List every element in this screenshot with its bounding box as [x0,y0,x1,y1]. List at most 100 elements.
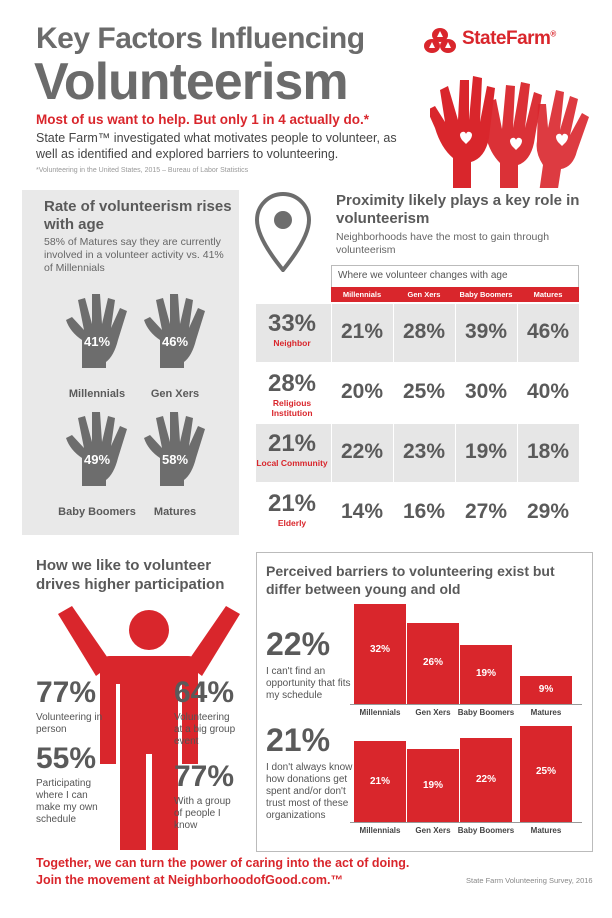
barrier-2-bar-value: 19% [422,779,443,791]
rate-description: 58% of Matures say they are currently in… [44,236,224,274]
barrier-2-bar [407,749,459,822]
barrier-1-desc: I can't find an opportunity that fits my… [266,666,351,701]
raised-hands-icon [430,76,589,188]
row-label: Neighbor [273,338,311,348]
barrier-2-bar [354,741,406,822]
barrier-1-bar-value: 26% [422,657,443,669]
stat-group-known-desc: With a group of people I know [174,796,231,831]
column-header: Millennials [331,287,393,302]
table-cell: 40% [526,380,570,403]
column-header: Matures [517,287,579,302]
row-total: 21% [267,490,317,517]
stat-in-person-pct: 77% [36,676,97,709]
hand-category: Gen Xers [150,388,200,400]
barrier-2-bar [520,726,572,822]
stat-in-person-desc: Volunteering in person [36,712,103,735]
table-cell: 28% [402,320,446,343]
table-row [256,364,579,422]
stat-group-event-desc: Volunteering at a big group event [174,712,236,747]
hand-category: Matures [153,506,197,518]
barrier-2-category: Gen Xers [415,826,451,835]
table-cell: 21% [340,320,384,343]
barrier-1-bar [354,604,406,704]
barriers-panel [256,552,593,852]
column-divider [331,304,332,540]
hand-icon-gen-xers [144,294,205,368]
table-cell: 16% [402,500,446,523]
stat-own-schedule-pct: 55% [36,742,97,775]
title-line-1: Key Factors Influencing [36,22,365,55]
barrier-1-category: Baby Boomers [457,708,515,717]
column-header: Gen Xers [393,287,455,302]
barrier-1-pct: 22% [266,626,331,662]
headline: Most of us want to help. But only 1 in 4… [36,112,370,127]
footer-line-2: Join the movement at NeighborhoodofGood.… [36,873,343,887]
row-label: Local Community [256,458,328,468]
barrier-1-bar [407,622,459,704]
chart-baseline [350,822,582,823]
proximity-description: Neighborhoods have the most to gain thro… [336,231,550,256]
barrier-2-category: Millennials [359,826,401,835]
barrier-2-category: Matures [530,826,562,835]
table-cell: 20% [340,380,384,403]
table-row [256,304,579,362]
barrier-1-category: Matures [530,708,562,717]
barrier-1-bar [520,675,572,704]
table-caption: Where we volunteer changes with age [338,270,508,281]
hand-value: 58% [161,452,189,467]
barrier-2-bar [460,737,512,822]
stat-group-known-pct: 77% [174,760,235,793]
table-cell: 39% [464,320,508,343]
column-divider [393,304,394,540]
barrier-2-bar-value: 21% [369,775,390,787]
table-cell: 46% [526,320,570,343]
barrier-1-bar-value: 19% [475,668,496,680]
footnote: *Volunteering in the United States, 2015… [36,167,249,174]
stat-group-event-pct: 64% [174,676,235,709]
column-divider [455,304,456,540]
table-cell: 19% [464,440,508,463]
hand-value: 49% [83,452,111,467]
table-cell: 14% [340,500,384,523]
footer-line-1: Together, we can turn the power of carin… [36,856,410,870]
barrier-1-category: Millennials [359,708,401,717]
rate-panel [22,190,239,535]
title-line-2: Volunteerism [34,53,349,111]
hand-value: 41% [83,334,111,349]
row-total: 28% [267,370,317,397]
how-title: How we like to volunteer drives higher p… [36,557,225,593]
row-total: 33% [267,310,317,337]
column-header: Baby Boomers [455,287,517,302]
table-cell: 25% [402,380,446,403]
barrier-2-bar-value: 25% [535,766,556,777]
state-farm-logo-icon [424,28,456,53]
logo-text: StateFarm® [462,28,556,49]
location-pin-icon [255,192,311,272]
hand-icon-matures [144,412,205,486]
proximity-title: Proximity likely plays a key role in vol… [336,192,580,227]
barrier-1-bar [460,644,512,704]
barrier-1-bar-value: 9% [538,683,554,695]
column-divider [517,304,518,540]
barrier-1-bar-value: 32% [369,644,390,655]
hand-icon-baby-boomers [66,412,127,486]
stat-own-schedule-desc: Participating where I can make my own sc… [36,778,98,825]
table-cell: 18% [526,440,570,463]
table-cell: 29% [526,500,570,523]
table-cell: 30% [464,380,508,403]
table-cell: 23% [402,440,446,463]
barrier-2-desc: I don't always know how donations get sp… [266,762,353,821]
table-row [256,424,579,482]
table-cell: 22% [340,440,384,463]
table-caption-box [331,265,579,287]
hand-category: Baby Boomers [58,506,136,518]
chart-baseline [350,704,582,705]
barrier-2-bar-value: 22% [475,773,496,785]
intro-text: State Farm™ investigated what motivates … [36,131,397,161]
barrier-2-pct: 21% [266,722,331,758]
barrier-1-category: Gen Xers [415,708,451,717]
row-label: Religious Institution [271,398,313,418]
row-total: 21% [267,430,317,457]
table-cell: 27% [464,500,508,523]
hand-icon-millennials [66,294,127,368]
